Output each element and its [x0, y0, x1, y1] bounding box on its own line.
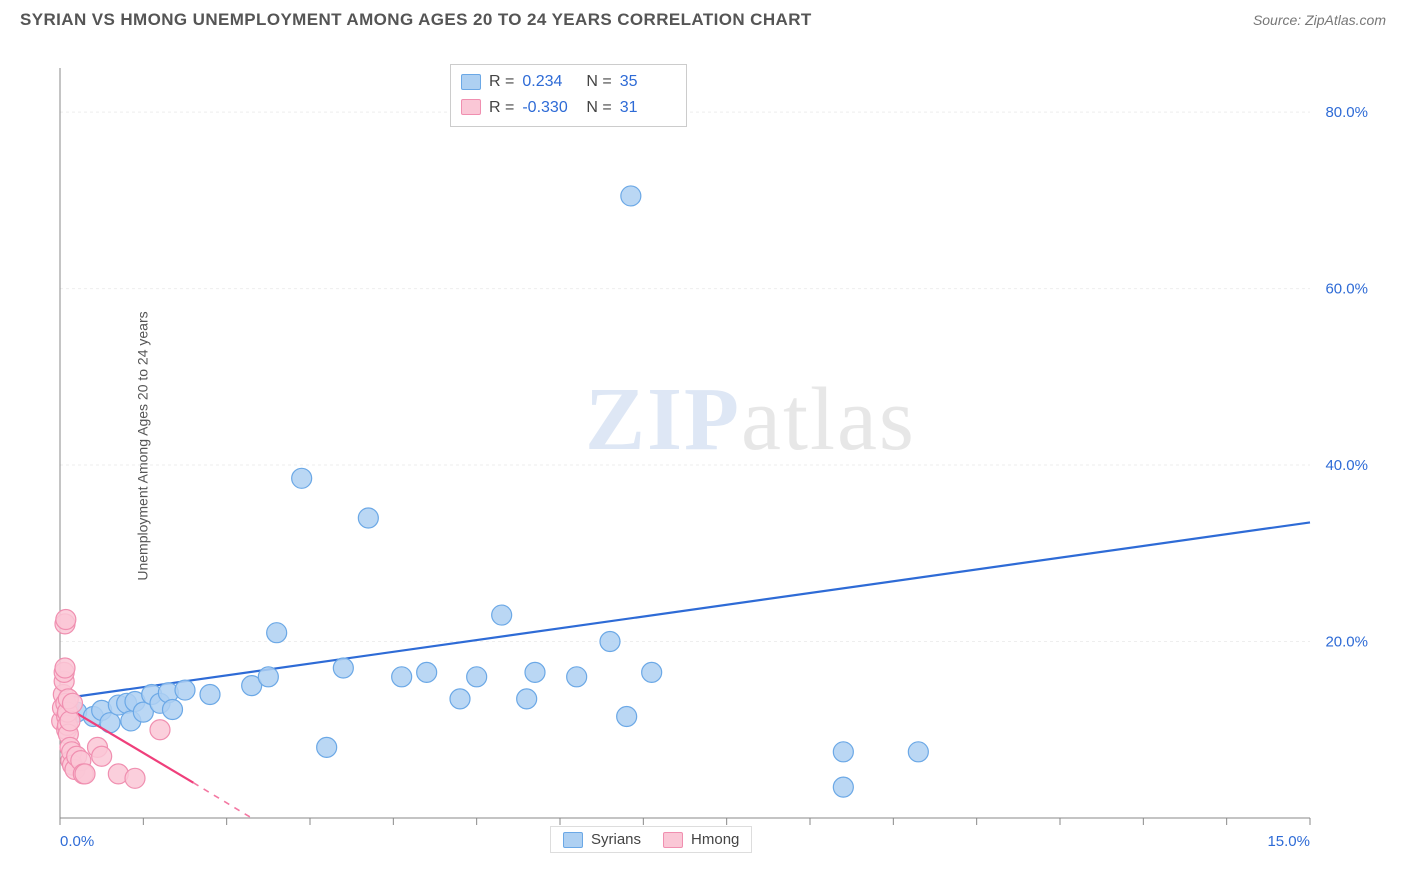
svg-text:40.0%: 40.0% — [1325, 457, 1368, 474]
legend-swatch — [563, 832, 583, 848]
legend-swatch — [663, 832, 683, 848]
stat-n-label: N = — [586, 95, 611, 121]
chart-header: SYRIAN VS HMONG UNEMPLOYMENT AMONG AGES … — [0, 0, 1406, 36]
svg-text:80.0%: 80.0% — [1325, 104, 1368, 121]
svg-text:0.0%: 0.0% — [60, 833, 94, 850]
stat-r-label: R = — [489, 95, 514, 121]
stats-row: R = 0.234 N = 35 — [461, 69, 676, 95]
stat-n-value: 31 — [620, 95, 676, 121]
stat-n-value: 35 — [620, 69, 676, 95]
stats-row: R = -0.330 N = 31 — [461, 95, 676, 121]
chart-title: SYRIAN VS HMONG UNEMPLOYMENT AMONG AGES … — [20, 10, 812, 30]
legend-item: Hmong — [663, 831, 739, 848]
stat-r-value: 0.234 — [522, 69, 578, 95]
chart-container: 0.0%15.0%20.0%40.0%60.0%80.0% ZIPatlas R… — [50, 60, 1380, 860]
series-swatch — [461, 74, 481, 90]
svg-text:15.0%: 15.0% — [1267, 833, 1310, 850]
stat-n-label: N = — [586, 69, 611, 95]
chart-source: Source: ZipAtlas.com — [1253, 12, 1386, 28]
stat-r-label: R = — [489, 69, 514, 95]
legend-bottom: Syrians Hmong — [550, 826, 752, 853]
legend-label: Hmong — [691, 831, 739, 848]
stats-box: R = 0.234 N = 35 R = -0.330 N = 31 — [450, 64, 687, 127]
legend-label: Syrians — [591, 831, 641, 848]
legend-item: Syrians — [563, 831, 641, 848]
stat-r-value: -0.330 — [522, 95, 578, 121]
scatter-chart: 0.0% 15.0% 20.0% 40.0% 60.0% 80.0% — [50, 60, 1380, 860]
series-swatch — [461, 99, 481, 115]
svg-text:20.0%: 20.0% — [1325, 634, 1368, 651]
svg-text:60.0%: 60.0% — [1325, 281, 1368, 298]
